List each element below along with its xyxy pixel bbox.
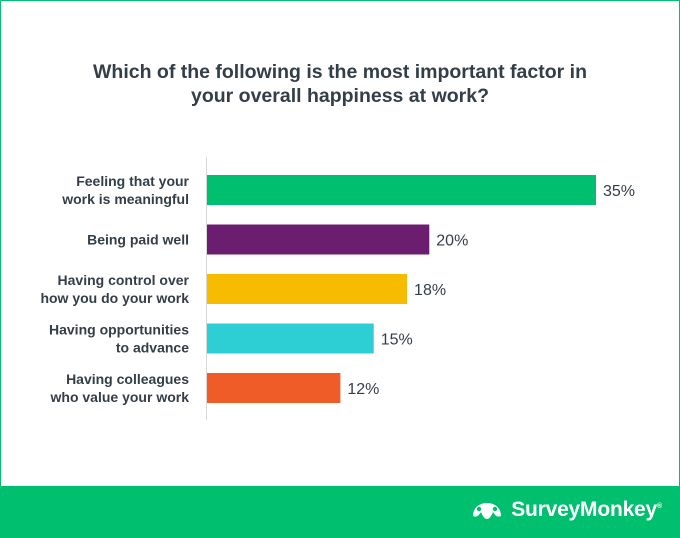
category-label-4: Having opportunities to advance xyxy=(49,322,189,356)
bars-group: 35% Feeling that your work is meaningful 20… xyxy=(40,173,635,405)
bar-chart: 35% Feeling that your work is meaningful 20… xyxy=(40,157,635,420)
brand-name: SurveyMonkey® xyxy=(511,498,662,521)
chart-title-line-1: Which of the following is the most impor… xyxy=(93,61,587,83)
bar-2 xyxy=(207,224,430,255)
bar-value-label-4: 15% xyxy=(381,332,413,349)
bar-value-label-3: 18% xyxy=(414,282,446,299)
bar-1 xyxy=(207,175,596,205)
category-label-2: Being paid well xyxy=(87,232,189,248)
bar-value-label-5: 12% xyxy=(347,381,379,398)
bar-value-label-2: 20% xyxy=(436,233,468,250)
category-label-3: Having control over how you do your work xyxy=(40,272,189,306)
category-label-5: Having colleagues who value your work xyxy=(50,371,190,405)
brand-footer: SurveyMonkey® xyxy=(0,486,680,538)
category-label-1: Feeling that your work is meaningful xyxy=(61,173,189,207)
bar-5 xyxy=(207,373,341,403)
bar-3 xyxy=(207,274,408,304)
chart-title: Which of the following is the most impor… xyxy=(0,60,680,108)
chart-title-line-2: your overall happiness at work? xyxy=(190,85,489,107)
brand-logo: SurveyMonkey® xyxy=(469,498,662,522)
bar-4 xyxy=(207,323,374,354)
bar-value-label-1: 35% xyxy=(603,183,635,200)
trademark-symbol: ® xyxy=(657,503,662,510)
surveymonkey-logo-icon xyxy=(473,503,502,519)
